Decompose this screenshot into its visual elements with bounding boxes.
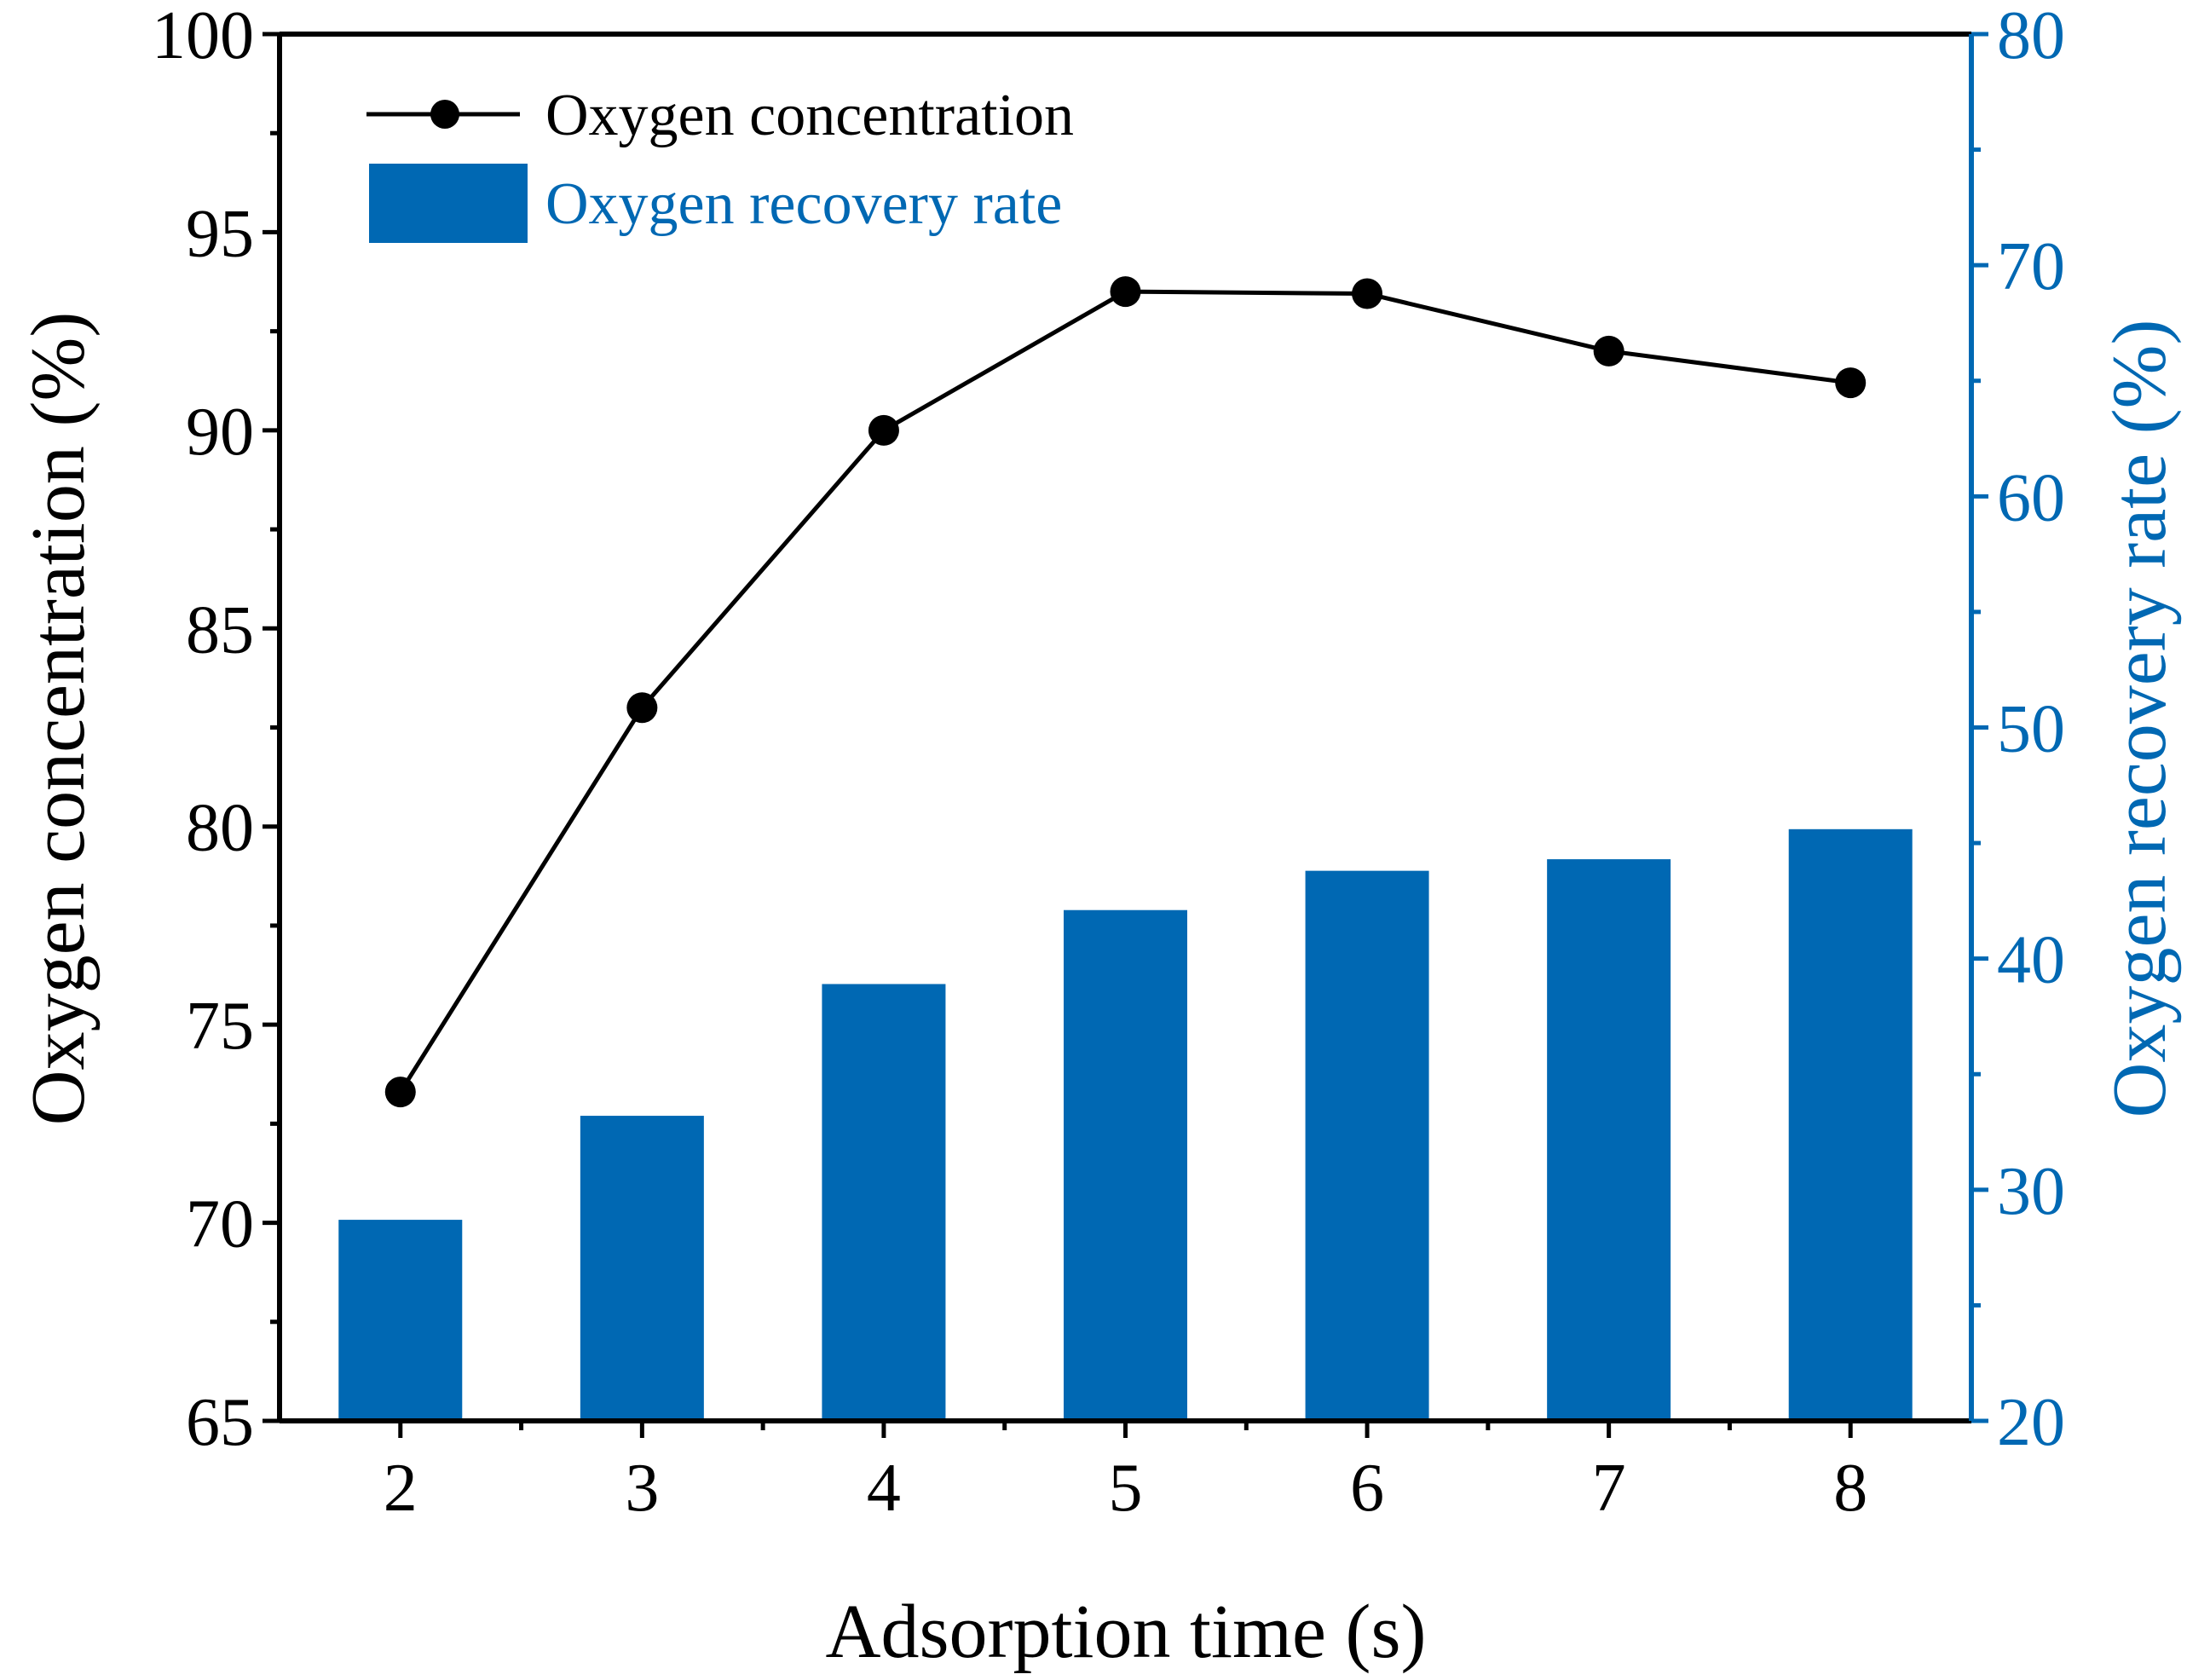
x-tick-label-2: 2 [384, 1451, 418, 1526]
legend-label-concentration: Oxygen concentration [545, 83, 1074, 148]
y-left-tick-label-80: 80 [186, 791, 254, 866]
y-right-tick-label-40: 40 [1997, 923, 2065, 998]
bar-2 [338, 1220, 463, 1421]
y-right-tick-label-80: 80 [1997, 0, 2065, 73]
y-right-tick-label-30: 30 [1997, 1154, 2065, 1229]
bar-6 [1305, 870, 1429, 1421]
x-tick-label-3: 3 [625, 1451, 659, 1526]
x-tick-label-7: 7 [1592, 1451, 1626, 1526]
y-right-tick-label-20: 20 [1997, 1385, 2065, 1460]
concentration-point-8 [1835, 367, 1867, 399]
concentration-point-4 [868, 414, 899, 446]
y-right-tick-label-60: 60 [1997, 460, 2065, 535]
legend-marker-swatch [430, 100, 459, 129]
axes: 65 70 75 80 85 90 95 100 20 30 40 50 60 70 80 2 3 4 5 6 7 8 [152, 0, 2065, 1526]
bar-7 [1547, 859, 1671, 1421]
x-tick-label-8: 8 [1833, 1451, 1867, 1526]
concentration-point-7 [1593, 335, 1624, 367]
x-tick-label-6: 6 [1350, 1451, 1384, 1526]
bar-series [338, 828, 1913, 1421]
y-left-tick-label-100: 100 [152, 0, 254, 73]
y-left-tick-label-85: 85 [186, 592, 254, 667]
y-left-tick-label-75: 75 [186, 989, 254, 1064]
concentration-point-2 [384, 1077, 416, 1108]
x-tick-label-5: 5 [1109, 1451, 1143, 1526]
y-left-tick-label-65: 65 [186, 1385, 254, 1460]
y-left-tick-label-95: 95 [186, 196, 254, 271]
legend: Oxygen concentration Oxygen recovery rat… [366, 83, 1074, 243]
concentration-point-5 [1110, 276, 1141, 308]
y-axis-left-label: Oxygen concentration (%) [16, 312, 101, 1126]
legend-bar-swatch [369, 164, 528, 243]
bar-3 [580, 1116, 704, 1421]
y-left-tick-label-70: 70 [186, 1187, 254, 1262]
concentration-point-6 [1352, 278, 1383, 309]
y-axis-right-label: Oxygen recovery rate (%) [2097, 319, 2182, 1117]
y-left-tick-label-90: 90 [186, 395, 254, 470]
line-series [384, 276, 1867, 1108]
legend-label-recovery: Oxygen recovery rate [545, 171, 1062, 237]
bar-8 [1788, 828, 1913, 1421]
y-right-tick-label-50: 50 [1997, 692, 2065, 767]
concentration-point-3 [626, 692, 658, 724]
x-axis-label: Adsorption time (s) [826, 1590, 1427, 1674]
x-tick-label-4: 4 [867, 1451, 901, 1526]
bar-5 [1064, 909, 1187, 1421]
bar-4 [822, 984, 946, 1421]
y-right-tick-label-70: 70 [1997, 229, 2065, 304]
